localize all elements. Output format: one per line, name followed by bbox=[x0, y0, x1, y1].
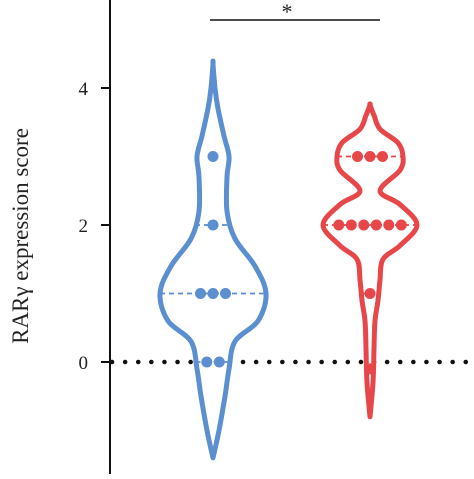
data-point-2 bbox=[333, 219, 345, 231]
data-point-1 bbox=[220, 288, 231, 299]
data-point-1 bbox=[195, 288, 206, 299]
significance-label: * bbox=[282, 0, 293, 24]
data-point-2 bbox=[377, 151, 388, 162]
data-point-2 bbox=[364, 363, 376, 375]
y-axis-title: RARγ expression score bbox=[8, 128, 33, 344]
data-point-2 bbox=[352, 151, 363, 162]
data-point-1 bbox=[207, 151, 219, 162]
y-axis: 0 2 4 bbox=[79, 0, 111, 474]
y-tick-label: 0 bbox=[79, 353, 89, 374]
data-point-2 bbox=[383, 219, 395, 231]
data-point-2 bbox=[358, 219, 370, 231]
data-point-1 bbox=[207, 219, 219, 231]
data-point-1 bbox=[213, 356, 225, 368]
data-point-2 bbox=[364, 151, 376, 162]
data-point-1 bbox=[207, 288, 219, 299]
data-point-1 bbox=[201, 356, 213, 368]
data-point-2 bbox=[345, 219, 357, 231]
violin-layer bbox=[157, 58, 420, 461]
points-layer bbox=[195, 151, 407, 375]
significance-bracket: * bbox=[210, 0, 380, 24]
violin-outline-1 bbox=[157, 58, 269, 461]
y-tick-label: 4 bbox=[79, 79, 89, 100]
data-point-2 bbox=[395, 219, 407, 231]
data-point-2 bbox=[370, 219, 382, 231]
y-tick-label: 2 bbox=[79, 216, 89, 237]
data-point-2 bbox=[364, 288, 376, 299]
violin-outline-2 bbox=[320, 101, 420, 420]
